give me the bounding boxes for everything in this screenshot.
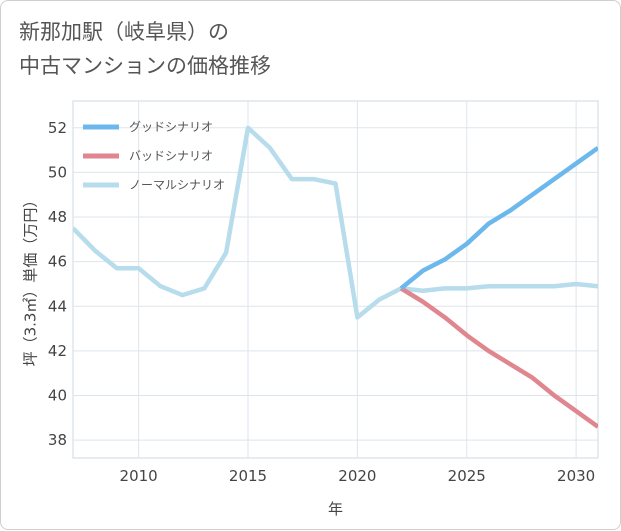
plot-area-border — [72, 100, 599, 459]
x-tick-label: 2010 — [120, 467, 158, 485]
y-tick-label: 44 — [48, 297, 67, 315]
series-lines — [73, 125, 598, 429]
x-tick-label: 2025 — [448, 467, 486, 485]
y-tick-label: 38 — [48, 431, 67, 449]
legend-label-0: グッドシナリオ — [129, 120, 213, 134]
chart-title: 新那加駅（岐阜県）の 中古マンションの価格推移 — [19, 15, 271, 83]
legend-label-1: バッドシナリオ — [129, 149, 213, 163]
y-tick-label: 52 — [48, 119, 67, 137]
chart-title-line1: 新那加駅（岐阜県）の — [19, 20, 229, 44]
x-tick-label: 2030 — [557, 467, 595, 485]
series-line-1 — [399, 286, 598, 429]
y-tick-label: 40 — [48, 387, 67, 405]
y-tick-label: 48 — [48, 208, 67, 226]
series-line-0 — [399, 146, 598, 291]
series-line-2 — [73, 125, 598, 320]
axes: 38 40 42 44 46 48 50 52 2010 2015 2020 2025 2030 — [48, 119, 595, 485]
grid — [72, 100, 599, 459]
x-tick-label: 2015 — [229, 467, 267, 485]
x-tick-label: 2020 — [338, 467, 376, 485]
x-axis-label: 年 — [328, 500, 343, 518]
chart-title-line2: 中古マンションの価格推移 — [19, 54, 271, 78]
y-tick-label: 42 — [48, 342, 67, 360]
legend-label-2: ノーマルシナリオ — [129, 178, 225, 192]
y-tick-label: 50 — [48, 163, 67, 181]
y-axis-label: 坪（3.3㎡）単価（万円） — [22, 193, 40, 367]
y-tick-label: 46 — [48, 253, 67, 271]
